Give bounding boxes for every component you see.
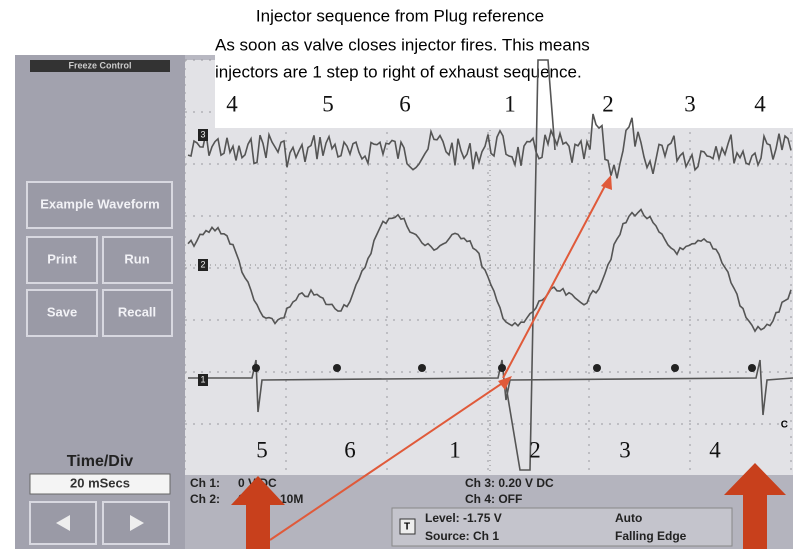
time-div-value: 20 mSecs — [70, 475, 130, 490]
sequence-label: 4 — [226, 91, 238, 116]
sequence-label: 4 — [754, 91, 766, 116]
trigger-icon-text: T — [404, 522, 410, 533]
panel-header-text: Freeze Control — [68, 60, 131, 70]
arrowhead — [498, 376, 512, 390]
button-label: Save — [47, 304, 77, 319]
status-text: Falling Edge — [615, 529, 687, 543]
print-button[interactable] — [26, 236, 98, 284]
sequence-label: 3 — [684, 91, 696, 116]
button-label: Recall — [118, 304, 156, 319]
block-arrow — [231, 476, 285, 549]
trigger-dot — [498, 364, 506, 372]
annotation-arrow — [502, 181, 608, 379]
panel-header — [30, 60, 170, 72]
trigger-dot — [748, 364, 756, 372]
trigger-dot — [418, 364, 426, 372]
annotation-line: injectors are 1 step to right of exhaust… — [215, 62, 582, 81]
block-arrow — [724, 463, 786, 549]
sequence-label: 1 — [504, 91, 516, 116]
channel-marker: C — [781, 420, 788, 431]
status-text: Ch 1: — [190, 476, 220, 490]
traces: 3 2 1 — [187, 59, 793, 471]
status-text: Auto — [615, 511, 642, 525]
sequence-label: 4 — [709, 437, 721, 462]
time-div-label: Time/Div — [67, 453, 134, 470]
save-button[interactable] — [26, 289, 98, 337]
channel-marker-box — [198, 129, 208, 141]
button-label: Example Waveform — [40, 196, 159, 211]
sequence-label: 2 — [602, 91, 614, 116]
example-button[interactable] — [26, 181, 173, 229]
button-label: Print — [47, 251, 77, 266]
arrowhead — [601, 175, 612, 190]
sequence-label: 1 — [449, 437, 461, 462]
right-arrow-icon — [130, 515, 144, 531]
channel-3-trace — [187, 113, 792, 179]
run-button[interactable] — [102, 236, 173, 284]
channel-marker: 3 — [200, 129, 205, 139]
status-text: Ch 2: — [190, 492, 220, 506]
trigger-dot — [593, 364, 601, 372]
sequence-label: 5 — [322, 91, 334, 116]
trigger-icon — [399, 518, 416, 535]
left-arrow-icon — [56, 515, 70, 531]
channel-2-trace — [187, 208, 792, 333]
trigger-dot — [252, 364, 260, 372]
primary-spike — [504, 59, 556, 471]
annotation-line: As soon as valve closes injector fires. … — [215, 35, 590, 54]
channel-marker: 2 — [200, 259, 205, 269]
channel-marker-box — [198, 374, 208, 386]
channel-marker: 1 — [200, 374, 205, 384]
annotation-arrow — [269, 379, 508, 541]
status-text: Source: Ch 1 — [425, 529, 499, 543]
channel-marker-box — [198, 259, 208, 271]
trigger-box — [391, 507, 733, 547]
sequence-label: 5 — [256, 437, 268, 462]
trigger-dot — [671, 364, 679, 372]
status-text: Level: -1.75 V — [425, 511, 502, 525]
sequence-label: 6 — [344, 437, 356, 462]
status-text: Ch 4: OFF — [465, 492, 522, 506]
sequence-label: 2 — [529, 437, 541, 462]
annotation-title: Injector sequence from Plug reference — [256, 6, 544, 25]
trigger-dot — [333, 364, 341, 372]
sequence-label: 3 — [619, 437, 631, 462]
annotation-box — [215, 30, 793, 128]
button-label: Run — [124, 251, 149, 266]
sequence-label: 6 — [399, 91, 411, 116]
status-text: Ch 3: 0.20 V DC — [465, 476, 554, 490]
recall-button[interactable] — [102, 289, 173, 337]
time-div-box — [29, 473, 171, 495]
